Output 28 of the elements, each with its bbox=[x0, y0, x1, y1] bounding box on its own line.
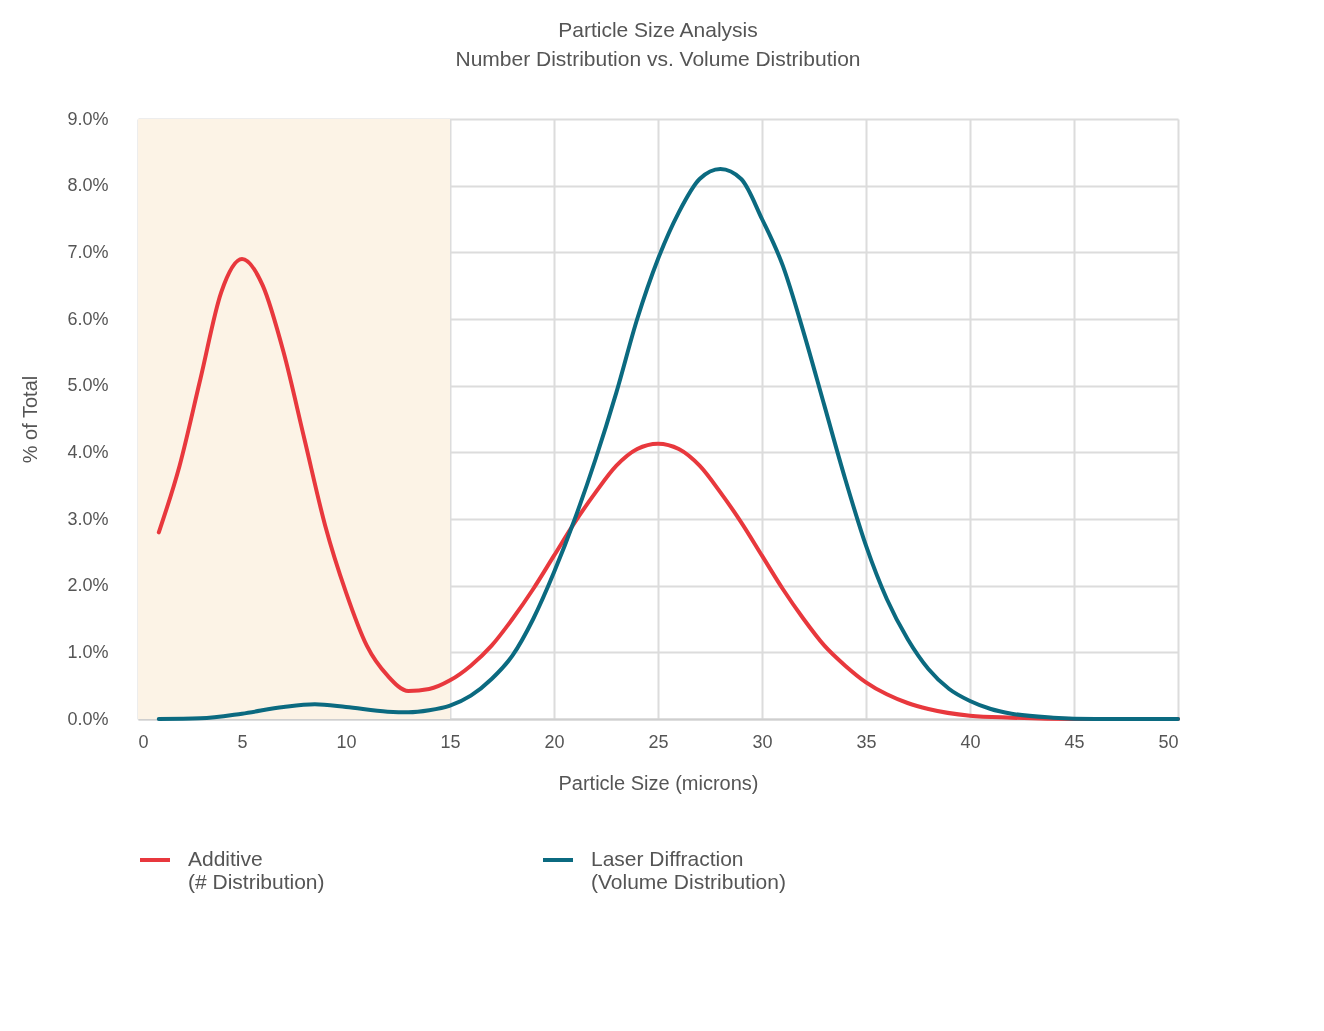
line-series bbox=[156, 167, 1180, 721]
legend-label: Additive (# Distribution) bbox=[188, 847, 325, 893]
x-tick-label: 50 bbox=[1158, 731, 1179, 752]
y-tick-label: 6.0% bbox=[67, 308, 109, 329]
x-axis-title: Particle Size (microns) bbox=[558, 771, 759, 794]
y-tick-label: 1.0% bbox=[67, 641, 109, 662]
y-tick-label: 8.0% bbox=[67, 175, 109, 196]
chart-title: Particle Size Analysis bbox=[558, 18, 758, 41]
x-tick-label: 0 bbox=[138, 731, 149, 752]
y-tick-label: 4.0% bbox=[67, 441, 109, 462]
x-tick-label: 30 bbox=[752, 731, 773, 752]
y-tick-label: 5.0% bbox=[67, 375, 109, 396]
y-axis-title: % of Total bbox=[19, 375, 42, 464]
x-tick-label: 20 bbox=[544, 731, 565, 752]
chart-subtitle: Number Distribution vs. Volume Distribution bbox=[455, 47, 861, 70]
x-tick-label: 10 bbox=[336, 731, 357, 752]
y-tick-label: 2.0% bbox=[67, 575, 109, 596]
x-tick-label: 35 bbox=[856, 731, 877, 752]
y-tick-label: 3.0% bbox=[67, 508, 109, 529]
y-tick-label: 9.0% bbox=[67, 108, 109, 129]
legend-label: Laser Diffraction (Volume Distribution) bbox=[591, 847, 786, 893]
y-tick-label: 0.0% bbox=[67, 708, 109, 729]
x-tick-label: 15 bbox=[440, 731, 461, 752]
x-tick-label: 5 bbox=[237, 731, 248, 752]
x-tick-label: 25 bbox=[648, 731, 669, 752]
x-tick-label: 45 bbox=[1064, 731, 1085, 752]
x-tick-label: 40 bbox=[960, 731, 981, 752]
y-tick-label: 7.0% bbox=[67, 241, 109, 262]
